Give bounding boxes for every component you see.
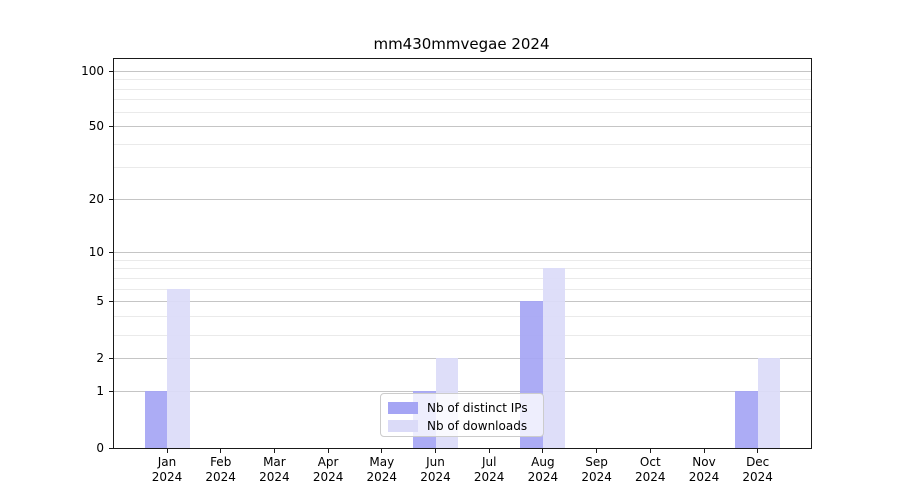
chart-title: mm430mmvegae 2024 xyxy=(373,35,550,53)
x-tick-year: 2024 xyxy=(420,470,451,484)
y-tick-label: 20 xyxy=(88,192,104,206)
legend-swatch-downloads xyxy=(388,419,418,432)
gridline-minor xyxy=(114,88,811,90)
y-tick-mark xyxy=(109,448,114,449)
y-tick-mark xyxy=(109,391,114,393)
gridline-minor xyxy=(114,277,811,279)
x-tick-year: 2024 xyxy=(259,470,290,484)
plot-area: Nb of distinct IPs Nb of downloads 0 1 2 5 10… xyxy=(81,58,812,484)
x-tick-month: Jun xyxy=(426,455,445,469)
gridline-minor xyxy=(114,288,811,290)
gridline-major xyxy=(114,391,811,393)
x-tick-month: Apr xyxy=(317,455,339,469)
legend: Nb of distinct IPs Nb of downloads xyxy=(380,393,544,437)
x-tick-mark xyxy=(542,448,544,453)
bar-distinct-ips-jan xyxy=(144,391,167,448)
gridline-minor xyxy=(114,167,811,169)
legend-row: Nb of downloads xyxy=(388,417,535,434)
x-tick-label-mar: Mar 2024 xyxy=(244,455,304,485)
x-tick-year: 2024 xyxy=(742,470,773,484)
x-tick-month: Mar xyxy=(263,455,286,469)
x-tick-month: Sep xyxy=(585,455,608,469)
y-tick-label: 2 xyxy=(96,351,104,366)
x-tick-year: 2024 xyxy=(312,470,344,484)
x-tick-month: Oct xyxy=(639,455,661,469)
x-tick-label-dec: Dec 2024 xyxy=(728,455,788,485)
x-tick-label-oct: Oct 2024 xyxy=(620,455,680,485)
x-tick-label-apr: Apr 2024 xyxy=(298,455,358,485)
legend-label: Nb of downloads xyxy=(427,418,528,433)
x-tick-month: Aug xyxy=(531,455,555,469)
x-tick-month: Dec xyxy=(746,455,770,469)
x-tick-label-feb: Feb 2024 xyxy=(191,455,251,485)
gridline-minor xyxy=(114,79,811,80)
x-tick-mark xyxy=(757,448,759,453)
y-tick-label: 100 xyxy=(81,63,104,78)
x-tick-year: 2024 xyxy=(473,470,505,484)
bar-downloads-dec xyxy=(757,358,781,448)
x-tick-year: 2024 xyxy=(688,470,720,484)
x-tick-month: Feb xyxy=(210,455,232,469)
gridline-major xyxy=(114,70,811,72)
y-tick-mark xyxy=(109,301,114,303)
y-tick-label: 1 xyxy=(96,384,104,399)
legend-row: Nb of distinct IPs xyxy=(388,399,535,416)
x-tick-month: May xyxy=(369,455,395,469)
gridline-minor xyxy=(114,334,811,336)
y-tick-mark xyxy=(109,358,114,360)
x-tick-mark xyxy=(703,448,705,453)
gridline-minor xyxy=(114,111,811,113)
x-tick-mark xyxy=(273,448,275,453)
bar-downloads-aug xyxy=(542,268,566,448)
x-tick-label-sep: Sep 2024 xyxy=(567,455,627,485)
y-tick-label: 10 xyxy=(88,244,104,259)
x-tick-mark xyxy=(381,448,383,453)
x-tick-year: 2024 xyxy=(581,470,612,484)
x-tick-year: 2024 xyxy=(205,470,236,484)
y-tick-mark xyxy=(109,251,114,253)
x-tick-year: 2024 xyxy=(151,470,183,484)
gridline-major xyxy=(114,251,811,253)
x-tick-label-jun: Jun 2024 xyxy=(406,455,466,485)
gridline-major xyxy=(114,358,811,360)
legend-swatch-distinct-ips xyxy=(388,401,418,414)
gridline-minor xyxy=(114,144,811,146)
x-tick-year: 2024 xyxy=(366,470,398,484)
x-tick-label-may: May 2024 xyxy=(352,455,412,485)
legend-label: Nb of distinct IPs xyxy=(427,400,528,415)
x-tick-label-nov: Nov 2024 xyxy=(674,455,734,485)
x-tick-mark xyxy=(220,448,222,453)
gridline-minor xyxy=(114,268,811,270)
y-tick-label: 50 xyxy=(88,119,104,134)
gridline-minor xyxy=(114,259,811,261)
gridline-major xyxy=(114,126,811,128)
x-tick-month: Jan xyxy=(157,455,177,469)
x-tick-mark xyxy=(488,448,490,453)
gridline-minor xyxy=(114,316,811,318)
x-tick-label-jul: Jul 2024 xyxy=(459,455,519,485)
x-tick-month: Jul xyxy=(481,455,497,469)
x-tick-year: 2024 xyxy=(635,470,666,484)
y-tick-mark xyxy=(109,199,114,200)
bar-downloads-jan xyxy=(167,288,190,448)
x-tick-month: Nov xyxy=(692,455,716,469)
y-tick-mark xyxy=(109,126,114,128)
x-tick-label-jan: Jan 2024 xyxy=(137,455,197,485)
x-tick-mark xyxy=(327,448,329,453)
x-tick-label-aug: Aug 2024 xyxy=(513,455,573,485)
x-tick-mark xyxy=(435,448,436,453)
gridline-major xyxy=(114,301,811,303)
gridline-major xyxy=(114,199,811,200)
y-tick-label: 5 xyxy=(96,294,104,309)
bar-distinct-ips-dec xyxy=(735,391,758,448)
x-tick-mark xyxy=(649,448,651,453)
gridline-minor xyxy=(114,99,811,101)
x-tick-year: 2024 xyxy=(527,470,559,484)
x-tick-mark xyxy=(166,448,168,453)
y-tick-label: 0 xyxy=(96,441,104,455)
y-tick-mark xyxy=(109,70,114,72)
x-tick-mark xyxy=(596,448,598,453)
